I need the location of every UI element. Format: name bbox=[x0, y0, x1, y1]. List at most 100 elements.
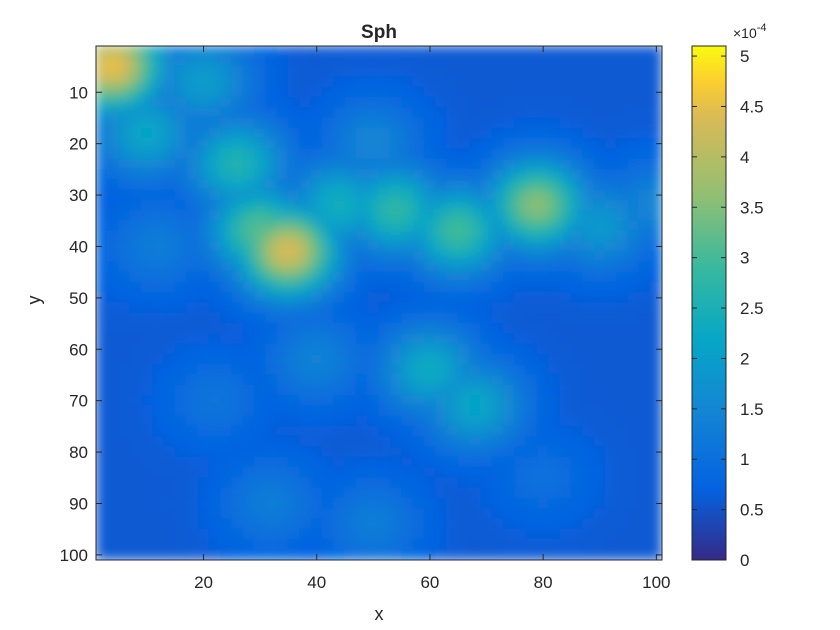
heatmap-cell bbox=[480, 66, 493, 78]
heatmap-cell bbox=[321, 538, 335, 551]
heatmap-cell bbox=[638, 343, 652, 355]
heatmap-cell bbox=[310, 158, 323, 170]
heatmap-cell bbox=[570, 518, 584, 530]
heatmap-cell bbox=[582, 271, 595, 283]
heatmap-cell bbox=[514, 179, 527, 191]
heatmap-cell bbox=[457, 96, 471, 109]
heatmap-cell bbox=[276, 415, 289, 427]
heatmap-cell bbox=[152, 518, 165, 530]
heatmap-cell bbox=[480, 528, 493, 540]
heatmap-cell bbox=[118, 292, 131, 304]
heatmap-cell bbox=[548, 107, 561, 119]
heatmap-cell bbox=[287, 528, 301, 540]
heatmap-cell bbox=[242, 55, 255, 68]
heatmap-cell bbox=[604, 436, 618, 448]
heatmap-cell bbox=[378, 384, 391, 397]
heatmap-cell bbox=[446, 292, 459, 304]
heatmap-cell bbox=[129, 117, 142, 129]
heatmap-cell bbox=[321, 220, 335, 232]
heatmap-cell bbox=[401, 415, 414, 427]
heatmap-cell bbox=[355, 230, 369, 242]
heatmap-cell bbox=[186, 251, 199, 263]
heatmap-cell bbox=[650, 477, 662, 489]
heatmap-cell bbox=[355, 76, 369, 88]
heatmap-cell bbox=[638, 281, 652, 294]
heatmap-cell bbox=[638, 96, 652, 109]
heatmap-cell bbox=[525, 384, 538, 397]
heatmap-cell bbox=[457, 281, 471, 294]
heatmap-cell bbox=[469, 405, 482, 417]
heatmap-cell bbox=[265, 199, 278, 211]
heatmap-cell bbox=[220, 107, 233, 119]
heatmap-cell bbox=[401, 107, 414, 119]
heatmap-cell bbox=[231, 415, 244, 427]
heatmap-cell bbox=[627, 271, 640, 283]
heatmap-cell bbox=[401, 425, 414, 438]
heatmap-cell bbox=[616, 395, 629, 407]
heatmap-cell bbox=[446, 528, 459, 540]
heatmap-cell bbox=[423, 374, 437, 386]
heatmap-cell bbox=[650, 353, 662, 366]
heatmap-cell bbox=[582, 497, 595, 510]
heatmap-cell bbox=[220, 333, 233, 345]
heatmap-cell bbox=[548, 271, 561, 283]
heatmap-cell bbox=[152, 456, 165, 468]
heatmap-cell bbox=[503, 230, 516, 242]
heatmap-cell bbox=[423, 55, 437, 68]
heatmap-cell bbox=[650, 436, 662, 448]
heatmap-cell bbox=[457, 466, 471, 479]
heatmap-cell bbox=[480, 158, 493, 170]
heatmap-cell bbox=[638, 456, 652, 468]
heatmap-cell bbox=[242, 353, 255, 366]
heatmap-cell bbox=[604, 168, 618, 181]
heatmap-cell bbox=[457, 271, 471, 283]
heatmap-cell bbox=[220, 446, 233, 458]
heatmap-cell bbox=[627, 528, 640, 540]
heatmap-cell bbox=[174, 107, 188, 119]
heatmap-cell bbox=[220, 549, 233, 560]
heatmap-cell bbox=[118, 415, 131, 427]
heatmap-cell bbox=[174, 168, 188, 181]
heatmap-cell bbox=[638, 209, 652, 222]
heatmap-cell bbox=[208, 466, 222, 479]
heatmap-cell bbox=[106, 487, 120, 499]
heatmap-cell bbox=[333, 518, 346, 530]
heatmap-cell bbox=[197, 425, 210, 438]
heatmap-cell bbox=[514, 528, 527, 540]
heatmap-cell bbox=[536, 168, 550, 181]
heatmap-cell bbox=[435, 96, 448, 109]
heatmap-cell bbox=[638, 508, 652, 520]
heatmap-cell bbox=[287, 425, 301, 438]
heatmap-cell bbox=[333, 477, 346, 489]
heatmap-cell bbox=[446, 230, 459, 242]
heatmap-cell bbox=[96, 477, 108, 489]
heatmap-cell bbox=[276, 220, 289, 232]
heatmap-cell bbox=[412, 487, 425, 499]
heatmap-cell bbox=[129, 446, 142, 458]
heatmap-cell bbox=[650, 199, 662, 211]
heatmap-cell bbox=[559, 168, 572, 181]
heatmap-cell bbox=[242, 312, 255, 325]
heatmap-cell bbox=[423, 518, 437, 530]
heatmap-cell bbox=[299, 251, 312, 263]
heatmap-cell bbox=[503, 168, 516, 181]
heatmap-cell bbox=[469, 107, 482, 119]
heatmap-cell bbox=[367, 302, 380, 314]
heatmap-cell bbox=[604, 148, 618, 160]
heatmap-cell bbox=[265, 107, 278, 119]
y-tick-label: 80 bbox=[69, 443, 88, 462]
colorbar-tick-label: 4 bbox=[740, 148, 749, 167]
heatmap-cell bbox=[208, 477, 222, 489]
heatmap-cell bbox=[174, 364, 188, 376]
heatmap-cell bbox=[480, 271, 493, 283]
heatmap-cell bbox=[129, 323, 142, 335]
heatmap-cell bbox=[106, 323, 120, 335]
heatmap-cell bbox=[559, 138, 572, 150]
heatmap-cell bbox=[253, 209, 267, 222]
heatmap-cell bbox=[514, 364, 527, 376]
heatmap-cell bbox=[129, 138, 142, 150]
heatmap-cell bbox=[231, 323, 244, 335]
heatmap-cell bbox=[152, 487, 165, 499]
heatmap-cell bbox=[367, 508, 380, 520]
heatmap-cell bbox=[423, 302, 437, 314]
